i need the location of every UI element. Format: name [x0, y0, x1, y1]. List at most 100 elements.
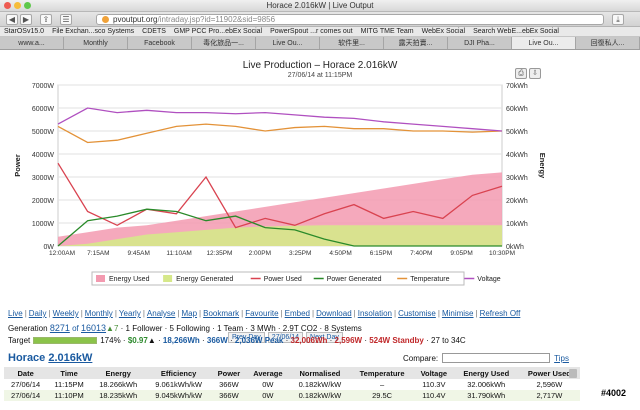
- bookmark-item[interactable]: Search WebE...ebEx Social: [473, 28, 559, 35]
- column-header[interactable]: Power: [211, 367, 247, 379]
- menu-link-monthly[interactable]: Monthly: [84, 309, 113, 318]
- view-menu: Live | Daily | Weekly | Monthly | Yearly | Analyse…: [8, 309, 520, 318]
- target-label: Target: [8, 336, 31, 345]
- right-tick-label: 70kWh: [506, 83, 528, 90]
- menu-link-download[interactable]: Download: [316, 309, 352, 318]
- menu-link-weekly[interactable]: Weekly: [52, 309, 79, 318]
- forward-arrow-icon[interactable]: ▶: [20, 14, 32, 25]
- menu-link-analyse[interactable]: Analyse: [146, 309, 176, 318]
- left-tick-label: 2000W: [32, 198, 55, 205]
- table-cell: 0.182kW/kW: [289, 390, 351, 401]
- bookmark-item[interactable]: File Exchan...sco Systems: [52, 28, 135, 35]
- left-tick-label: 3000W: [32, 175, 55, 182]
- left-tick-label: 7000W: [32, 83, 55, 90]
- reading-list-icon[interactable]: ☰: [60, 14, 72, 25]
- browser-tab[interactable]: 软件里...: [320, 37, 384, 49]
- site-favicon-icon: [102, 16, 109, 23]
- right-tick-label: 0kWh: [506, 244, 524, 251]
- next-day-button[interactable]: Next Day: [306, 332, 343, 343]
- tips-link[interactable]: Tips: [554, 353, 569, 363]
- back-arrow-icon[interactable]: ◀: [6, 14, 18, 25]
- browser-tab[interactable]: www.a...: [0, 37, 64, 49]
- series-line-power-used: [57, 162, 503, 229]
- bookmark-item[interactable]: PowerSpout ...r comes out: [270, 28, 353, 35]
- bookmark-item[interactable]: CDETS: [142, 28, 166, 35]
- x-tick-label: 10:30PM: [489, 250, 515, 257]
- target-progress-bar: [33, 337, 98, 344]
- table-cell: 27/06/14: [4, 390, 48, 401]
- menu-link-live[interactable]: Live: [8, 309, 23, 318]
- table-cell: 0W: [246, 390, 290, 401]
- menu-link-favourite[interactable]: Favourite: [245, 309, 279, 318]
- menu-link-insolation[interactable]: Insolation: [357, 309, 392, 318]
- export-icon[interactable]: ⇩: [529, 68, 541, 79]
- x-tick-label: 12:00AM: [49, 250, 75, 257]
- downloads-icon[interactable]: ⤓: [612, 14, 624, 25]
- legend-swatch: [96, 275, 105, 282]
- menu-link-minimise[interactable]: Minimise: [441, 309, 474, 318]
- browser-tab[interactable]: 回復私人...: [576, 37, 640, 49]
- column-header[interactable]: Energy Used: [453, 367, 519, 379]
- series-area-energy-generated: [58, 225, 502, 246]
- table-cell: 366W: [211, 390, 247, 401]
- legend-label: Voltage: [477, 276, 500, 283]
- bookmark-item[interactable]: GMP PCC Pro...ebEx Social: [173, 28, 263, 35]
- menu-separator: |: [280, 309, 283, 318]
- menu-link-daily[interactable]: Daily: [28, 309, 47, 318]
- column-header[interactable]: Power Used: [518, 367, 580, 379]
- generation-total-link[interactable]: 16013: [81, 323, 107, 333]
- peak-power-value: 366W: [206, 336, 228, 345]
- right-axis-label: Energy: [538, 153, 547, 179]
- menu-link-customise[interactable]: Customise: [398, 309, 436, 318]
- browser-tab[interactable]: Live Ou...: [512, 37, 576, 49]
- print-icon[interactable]: ⎙: [515, 68, 527, 79]
- menu-link-refresh-off[interactable]: Refresh Off: [479, 309, 521, 318]
- browser-tab[interactable]: Monthly: [64, 37, 128, 49]
- menu-link-embed[interactable]: Embed: [284, 309, 310, 318]
- menu-separator: |: [312, 309, 315, 318]
- generation-rank-link[interactable]: 8271: [49, 323, 70, 333]
- peak-energy-value: 2,036W Peak: [234, 336, 284, 345]
- column-header[interactable]: Normalised: [289, 367, 351, 379]
- column-header[interactable]: Temperature: [350, 367, 414, 379]
- current-date[interactable]: 27/06/14: [267, 332, 304, 343]
- menu-link-yearly[interactable]: Yearly: [118, 309, 141, 318]
- x-tick-label: 9:05PM: [450, 250, 472, 257]
- minimize-window-button[interactable]: [14, 2, 21, 9]
- menu-link-map[interactable]: Map: [181, 309, 198, 318]
- compare-input[interactable]: [442, 353, 551, 363]
- browser-tab[interactable]: Live Ou...: [256, 37, 320, 49]
- address-bar[interactable]: pvoutput.org/intraday.jsp?id=11902&sid=9…: [96, 14, 604, 25]
- compare-label: Compare:: [403, 353, 439, 363]
- bookmark-item[interactable]: WebEx Social: [421, 28, 466, 35]
- bookmark-item[interactable]: StarOSv15.0: [4, 28, 45, 35]
- share-icon[interactable]: ⇪: [40, 14, 52, 25]
- browser-tab[interactable]: 毒化旅品一...: [192, 37, 256, 49]
- browser-tab[interactable]: 露天拍賣...: [384, 37, 448, 49]
- money-value: $0.97: [127, 336, 148, 345]
- prev-day-button[interactable]: Prev Day: [228, 332, 265, 343]
- close-window-button[interactable]: [4, 2, 11, 9]
- column-header[interactable]: Time: [47, 367, 91, 379]
- zoom-window-button[interactable]: [24, 2, 31, 9]
- column-header[interactable]: Energy: [90, 367, 146, 379]
- series-line-power-generated: [57, 208, 502, 247]
- left-tick-label: 6000W: [32, 106, 55, 113]
- bookmark-item[interactable]: MITG TME Team: [360, 28, 414, 35]
- system-size-link[interactable]: 2.016kW: [48, 352, 93, 364]
- browser-tab[interactable]: DJI Pha...: [448, 37, 512, 49]
- generation-label: Generation: [8, 324, 48, 333]
- browser-tab[interactable]: Facebook: [128, 37, 192, 49]
- x-tick-label: 12:35PM: [206, 250, 232, 257]
- column-header[interactable]: Voltage: [413, 367, 454, 379]
- column-header[interactable]: Date: [4, 367, 48, 379]
- column-header[interactable]: Average: [246, 367, 290, 379]
- table-cell: 366W: [211, 379, 247, 390]
- table-cell: –: [350, 379, 414, 390]
- table-cell: 2,717W: [518, 390, 580, 401]
- table-cell: 2,596W: [518, 379, 580, 390]
- column-header[interactable]: Efficiency: [145, 367, 212, 379]
- menu-separator: |: [241, 309, 244, 318]
- menu-link-bookmark[interactable]: Bookmark: [203, 309, 240, 318]
- trash-icon[interactable]: [569, 369, 577, 378]
